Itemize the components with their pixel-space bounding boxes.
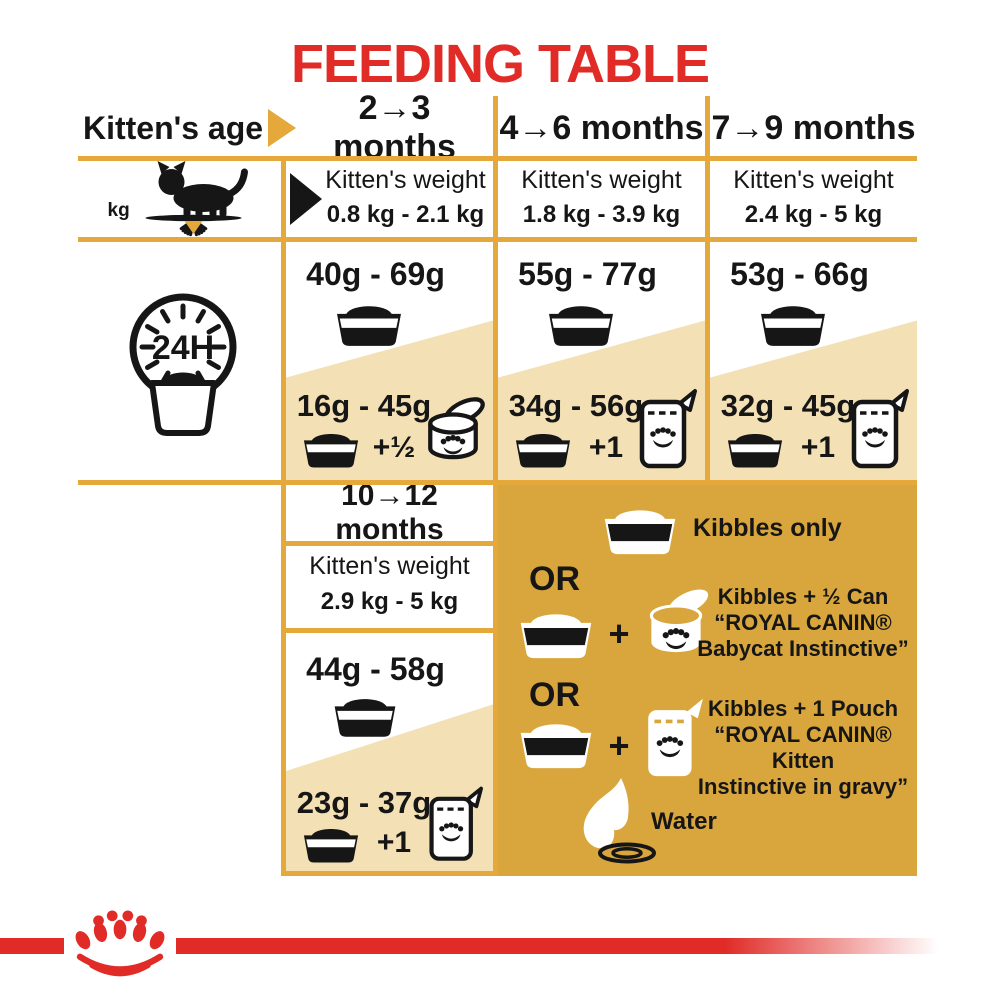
brand-stripe-left xyxy=(0,938,64,954)
legend-can-line: Babycat Instinctive” xyxy=(697,636,909,661)
24h-clock-bowl-icon: 24H xyxy=(129,293,237,436)
bowl-icon xyxy=(334,699,396,737)
weight-value: 1.8 kg - 3.9 kg xyxy=(522,201,681,228)
kitten-silhouette xyxy=(157,161,248,217)
pouch-icon xyxy=(429,786,483,861)
weight-value: 2.4 kg - 5 kg xyxy=(744,201,883,228)
bowl-icon xyxy=(520,614,592,659)
legend-water-label: Water xyxy=(651,808,717,835)
legend-pouch-text: Kibbles + 1 Pouch “ROYAL CANIN® Kitten I… xyxy=(691,696,915,799)
bowl-icon xyxy=(549,306,613,346)
weight-label: Kitten's weight xyxy=(309,551,470,580)
pouch-icon xyxy=(639,389,697,469)
weight-cell-1: Kitten's weight 0.8 kg - 2.1 kg xyxy=(318,163,493,237)
legend-can-line: Kibbles + ½ Can xyxy=(717,584,889,609)
weight-cell-4: Kitten's weight 2.9 kg - 5 kg xyxy=(286,548,493,626)
bowl-icon xyxy=(515,433,571,468)
royal-canin-crown-logo-icon xyxy=(75,910,165,977)
grid-line-vertical xyxy=(493,96,498,876)
clock-label: 24H xyxy=(152,329,214,367)
plus-one-label: +1 xyxy=(376,826,412,859)
grid-line-vertical xyxy=(705,96,710,485)
feeding-cell-10-12-months: 44g - 58g 23g - 37g +1 xyxy=(286,633,493,871)
grid-line-horizontal xyxy=(281,871,498,876)
bowl-icon xyxy=(604,510,676,555)
legend-or-label: OR xyxy=(529,559,580,598)
legend-plus-sign: + xyxy=(608,725,630,766)
kibbles-amount: 55g - 77g xyxy=(518,255,657,292)
wet-can-icon xyxy=(428,397,485,460)
bowl-icon xyxy=(303,828,359,863)
legend-kibbles-only-label: Kibbles only xyxy=(693,514,842,542)
paw-print-icon xyxy=(440,434,466,455)
paw-print-icon xyxy=(662,628,690,650)
brand-stripe-right xyxy=(176,938,938,954)
column-header-4-6-months: 4→6 months xyxy=(499,108,704,147)
cat-on-scale-icon: kg xyxy=(108,161,248,237)
plus-half-label: +½ xyxy=(372,431,416,464)
legend-plus-sign: + xyxy=(608,613,630,654)
wet-can-icon xyxy=(649,589,709,653)
weight-value: 2.9 kg - 5 kg xyxy=(320,588,459,615)
weight-label: Kitten's weight xyxy=(325,165,486,194)
weight-cell-3: Kitten's weight 2.4 kg - 5 kg xyxy=(710,163,917,237)
paw-print-icon xyxy=(862,427,888,448)
grid-line-horizontal xyxy=(281,628,498,633)
bowl-icon xyxy=(303,433,359,468)
legend-can-line: “ROYAL CANIN® xyxy=(714,610,892,635)
mixed-amount: 23g - 37g xyxy=(296,785,432,820)
bowl-icon xyxy=(520,724,592,769)
kibbles-amount: 40g - 69g xyxy=(306,255,445,292)
gold-arrow-icon xyxy=(268,109,296,147)
black-arrow-icon xyxy=(290,173,322,225)
paw-print-icon xyxy=(439,822,464,842)
plus-one-label: +1 xyxy=(800,431,836,464)
column-header-10-12-months: 10→12 months xyxy=(335,479,444,546)
weight-label: Kitten's weight xyxy=(733,165,894,194)
bowl-icon xyxy=(761,306,825,346)
scale-platform xyxy=(145,214,242,222)
mixed-amount: 34g - 56g xyxy=(508,388,644,423)
age-row-label: Kitten's age xyxy=(82,109,264,146)
legend-pouch-line: “ROYAL CANIN® Kitten xyxy=(714,722,892,773)
water-icon xyxy=(583,778,656,864)
legend-pouch-line: Instinctive in gravy” xyxy=(697,774,909,799)
column-header-7-9-months: 7→9 months xyxy=(711,108,916,147)
plus-one-label: +1 xyxy=(588,431,624,464)
paw-print-icon xyxy=(650,427,676,448)
page-title: FEEDING TABLE xyxy=(291,34,710,94)
legend-panel: Kibbles only OR + Kibbles + ½ Can “ROYAL… xyxy=(493,480,917,876)
mixed-amount: 32g - 45g xyxy=(720,388,856,423)
weight-label: Kitten's weight xyxy=(521,165,682,194)
grid-line-horizontal xyxy=(281,541,498,546)
feeding-cell-2-3-months: 40g - 69g 16g - 45g +½ xyxy=(286,242,493,480)
bowl-icon xyxy=(727,433,783,468)
pouch-icon xyxy=(648,698,703,777)
mixed-amount: 16g - 45g xyxy=(296,388,432,423)
legend-pouch-line: Kibbles + 1 Pouch xyxy=(707,696,899,721)
feeding-cell-4-6-months: 55g - 77g 34g - 56g +1 xyxy=(498,242,705,480)
feeding-cell-7-9-months: 53g - 66g 32g - 45g +1 xyxy=(710,242,917,480)
pouch-icon xyxy=(851,389,909,469)
weight-value: 0.8 kg - 2.1 kg xyxy=(326,201,485,228)
grid-line-vertical xyxy=(281,156,286,876)
kibbles-amount: 44g - 58g xyxy=(306,650,445,687)
kibbles-amount: 53g - 66g xyxy=(730,255,869,292)
legend-can-text: Kibbles + ½ Can “ROYAL CANIN® Babycat In… xyxy=(691,584,915,670)
paw-print-icon xyxy=(656,736,684,758)
scale-pointer xyxy=(184,221,203,234)
column-header-2-3-months: 2→3 months xyxy=(333,89,456,166)
legend-or-label: OR xyxy=(529,675,580,714)
kg-unit-label: kg xyxy=(108,200,130,221)
bowl-icon xyxy=(337,306,401,346)
weight-cell-2: Kitten's weight 1.8 kg - 3.9 kg xyxy=(498,163,705,237)
